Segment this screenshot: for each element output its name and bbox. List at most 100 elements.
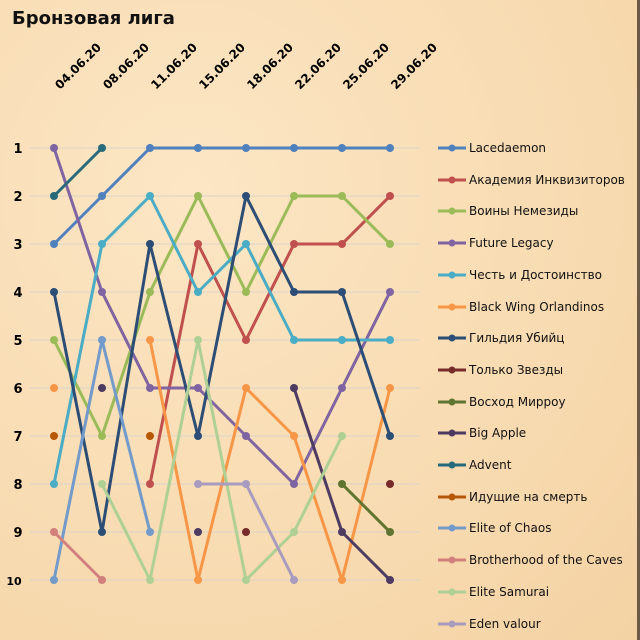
legend-item: Восход Мирроу xyxy=(438,394,566,410)
legend-label: Только Звезды xyxy=(469,362,564,377)
legend-label: Честь и Достоинство xyxy=(469,267,602,282)
series-segment xyxy=(52,146,104,198)
series-Только Звезды xyxy=(242,480,394,536)
data-point xyxy=(386,240,394,248)
series-Lacedaemon xyxy=(50,144,394,248)
legend-marker-icon xyxy=(438,493,466,501)
legend-label: Brotherhood of the Caves xyxy=(469,553,623,568)
data-point xyxy=(290,144,298,152)
data-point xyxy=(194,528,202,536)
legend-marker-icon xyxy=(438,524,466,532)
data-point xyxy=(50,384,58,392)
legend-item: Elite of Chaos xyxy=(438,520,551,536)
legend-item: Future Legacy xyxy=(438,235,554,251)
data-point xyxy=(386,432,394,440)
legend-marker-icon xyxy=(438,398,466,406)
series-segment xyxy=(100,243,152,533)
series-segment xyxy=(196,243,248,341)
data-point xyxy=(338,144,346,152)
data-point xyxy=(50,288,58,296)
legend-item: Только Звезды xyxy=(438,362,563,378)
data-point xyxy=(338,192,346,200)
legend-item: Идущие на смерть xyxy=(438,489,587,505)
series-Brotherhood of the Caves xyxy=(50,528,106,584)
series-segment xyxy=(244,386,296,438)
legend-label: Академия Инквизиторов xyxy=(469,172,625,187)
series-Идущие на смерть xyxy=(50,432,154,440)
data-point xyxy=(50,576,58,584)
y-tick-label: 9 xyxy=(13,526,22,541)
chart-title: Бронзовая лига xyxy=(12,8,175,29)
data-point xyxy=(290,384,298,392)
data-point xyxy=(98,144,106,152)
series-segment xyxy=(100,339,152,533)
data-point xyxy=(242,432,250,440)
data-point xyxy=(98,432,106,440)
data-point xyxy=(242,336,250,344)
x-tick-label: 22.06.20 xyxy=(292,40,344,92)
series-segment xyxy=(340,291,392,437)
legend-item: Честь и Достоинство xyxy=(438,267,602,283)
series-segment xyxy=(340,530,392,582)
y-tick-label: 8 xyxy=(13,478,22,493)
data-point xyxy=(338,384,346,392)
data-point xyxy=(98,336,106,344)
x-tick-label: 04.06.20 xyxy=(52,40,104,92)
legend-marker-icon xyxy=(438,176,466,184)
legend-label: Big Apple xyxy=(469,426,527,441)
data-point xyxy=(146,576,154,584)
series-segment xyxy=(196,195,248,293)
series-segment xyxy=(100,291,152,389)
series-segment xyxy=(292,435,344,581)
legend-item: Advent xyxy=(438,457,511,473)
legend-label: Elite Samurai xyxy=(469,584,550,599)
y-tick-label: 5 xyxy=(13,334,22,349)
data-point xyxy=(290,480,298,488)
legend-label: Black Wing Orlandinos xyxy=(469,299,605,314)
data-point xyxy=(146,480,154,488)
series-segment xyxy=(52,339,104,437)
legend-item: Brotherhood of the Caves xyxy=(438,552,623,568)
data-point xyxy=(98,480,106,488)
data-point xyxy=(290,576,298,584)
data-point xyxy=(386,336,394,344)
data-point xyxy=(386,288,394,296)
y-tick-label: 3 xyxy=(13,238,22,253)
data-point xyxy=(338,576,346,584)
y-tick-label: 4 xyxy=(13,286,22,301)
data-point xyxy=(338,288,346,296)
data-point xyxy=(194,480,202,488)
data-point xyxy=(146,384,154,392)
data-point xyxy=(50,480,58,488)
series-segment xyxy=(100,146,152,198)
data-point xyxy=(242,240,250,248)
legend-marker-icon xyxy=(438,461,466,469)
data-point xyxy=(146,192,154,200)
data-point xyxy=(146,288,154,296)
data-point xyxy=(290,528,298,536)
data-point xyxy=(386,384,394,392)
data-point xyxy=(290,336,298,344)
data-point xyxy=(50,240,58,248)
series-segment xyxy=(292,387,344,533)
data-point xyxy=(290,432,298,440)
data-point xyxy=(98,576,106,584)
series-segment xyxy=(292,435,344,533)
data-point xyxy=(194,576,202,584)
data-point xyxy=(194,240,202,248)
series-segment xyxy=(100,291,152,437)
data-point xyxy=(194,192,202,200)
data-point xyxy=(242,576,250,584)
legend-marker-icon xyxy=(438,366,466,374)
series-Восход Мирроу xyxy=(338,480,394,536)
legend-marker-icon xyxy=(438,303,466,310)
legend-item: Воины Немезиды xyxy=(438,203,578,219)
series-segment xyxy=(244,530,296,582)
data-point xyxy=(98,384,106,392)
series-segment xyxy=(196,242,248,294)
data-point xyxy=(242,528,250,536)
data-point xyxy=(242,384,250,392)
data-point xyxy=(242,480,250,488)
series-Advent xyxy=(50,144,106,200)
